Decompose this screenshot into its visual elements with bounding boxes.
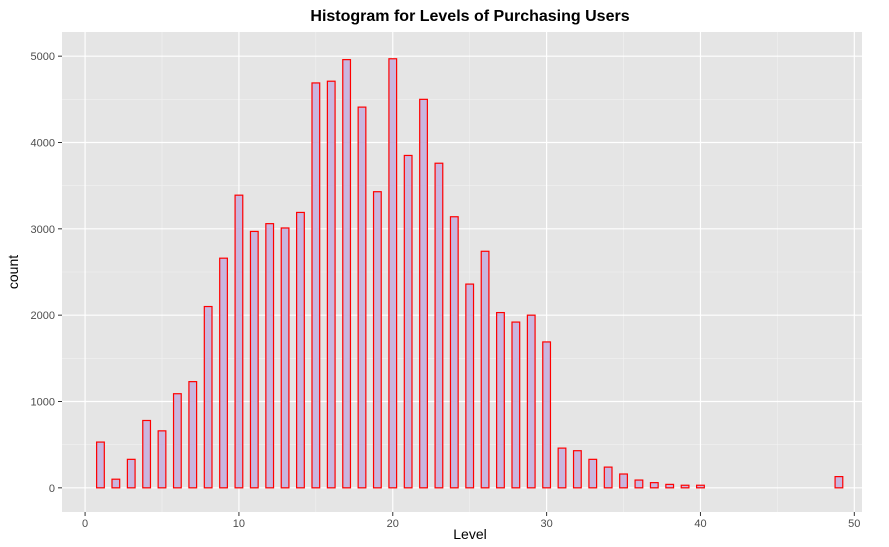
histogram-bar — [542, 341, 552, 489]
histogram-bar — [649, 482, 659, 489]
histogram-bar — [834, 476, 844, 489]
y-tick-label: 0 — [49, 483, 55, 495]
histogram-bar — [680, 484, 690, 489]
histogram-bar — [326, 80, 336, 489]
histogram-bar — [219, 257, 228, 489]
x-tick-label: 30 — [540, 518, 552, 530]
y-axis-title: count — [5, 255, 21, 289]
y-tick-label: 3000 — [31, 224, 55, 236]
histogram-bar — [634, 479, 644, 489]
histogram-bar — [188, 381, 198, 489]
x-tick-label: 20 — [387, 518, 399, 530]
histogram-bars — [96, 58, 844, 489]
histogram-bar — [203, 305, 213, 489]
histogram-bar — [265, 223, 275, 489]
histogram-bar — [126, 458, 136, 489]
histogram-bar — [434, 162, 444, 489]
histogram-bar — [403, 154, 413, 489]
histogram-bar — [588, 458, 598, 489]
histogram-bar — [388, 58, 398, 489]
histogram-bar — [572, 450, 582, 489]
histogram-bar — [665, 483, 675, 489]
chart-title: Histogram for Levels of Purchasing Users — [310, 8, 629, 25]
histogram-bar — [357, 106, 367, 489]
histogram-bar — [557, 447, 567, 489]
x-tick-label: 10 — [233, 518, 245, 530]
histogram-bar — [96, 441, 105, 489]
histogram-bar — [480, 250, 490, 489]
histogram-bar — [234, 194, 244, 489]
histogram-bar — [296, 211, 305, 489]
histogram-bar — [280, 227, 290, 489]
histogram-bar — [619, 473, 628, 489]
y-tick-label: 1000 — [31, 396, 55, 408]
histogram-bar — [172, 393, 182, 489]
histogram-bar — [496, 311, 505, 489]
histogram-bar — [419, 98, 428, 489]
histogram-bar — [142, 419, 152, 489]
histogram-bar — [603, 466, 613, 489]
histogram-bar — [696, 484, 705, 489]
histogram-bar — [511, 321, 521, 489]
histogram-bar — [111, 478, 121, 489]
y-tick-label: 4000 — [31, 138, 55, 150]
histogram-bar — [465, 283, 475, 489]
histogram-bar — [249, 230, 259, 489]
x-tick-label: 40 — [694, 518, 706, 530]
x-tick-label: 0 — [82, 518, 88, 530]
histogram-bar — [372, 191, 382, 489]
x-axis-title: Level — [453, 526, 486, 542]
y-tick-label: 5000 — [31, 51, 55, 63]
histogram-bar — [311, 82, 321, 489]
histogram-bar — [157, 430, 167, 489]
x-tick-label: 50 — [848, 518, 860, 530]
y-axis: 0 1000 2000 3000 4000 5000 — [31, 51, 62, 495]
histogram-bar — [342, 59, 352, 489]
y-tick-label: 2000 — [31, 310, 55, 322]
histogram-bar — [449, 216, 459, 489]
histogram-bar — [526, 314, 536, 489]
x-axis: 0 10 20 30 40 50 — [82, 512, 860, 530]
